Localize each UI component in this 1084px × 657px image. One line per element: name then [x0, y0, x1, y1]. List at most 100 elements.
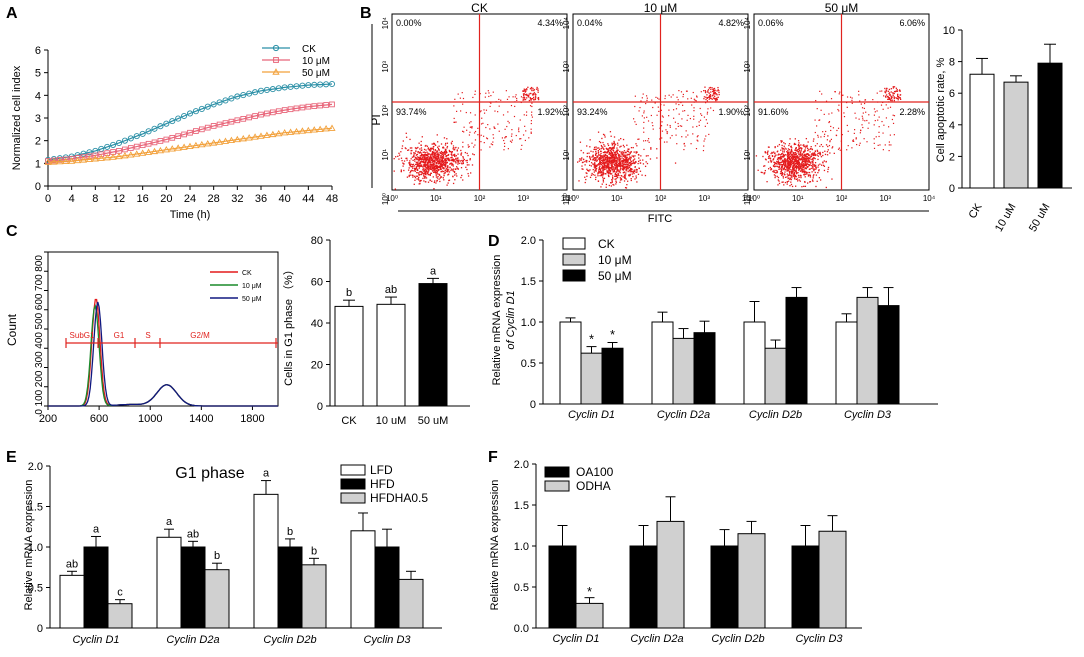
cb-x-tick-label: CK [341, 415, 357, 427]
b-dot [436, 155, 438, 158]
b-dot [784, 165, 786, 168]
b-dot [605, 154, 607, 157]
a-point [204, 124, 211, 131]
b-dot [440, 161, 442, 163]
b-dot [611, 159, 613, 162]
b-dot [445, 162, 448, 164]
b-dot [418, 176, 420, 179]
b-dot [797, 152, 799, 154]
b-dot [493, 126, 495, 128]
b-dot [878, 116, 880, 118]
b-dot [415, 163, 417, 166]
b-dot [462, 159, 465, 162]
e-legend-label: HFD [370, 477, 395, 491]
b-dot [703, 145, 705, 147]
b-dot [611, 173, 613, 175]
b-dot [813, 138, 815, 140]
b-dot [798, 153, 800, 156]
b-dot [704, 138, 706, 140]
b-dot [454, 149, 456, 151]
b-dot [465, 160, 467, 162]
b-dot [471, 127, 473, 129]
b-dot [822, 151, 824, 154]
b-dot [657, 106, 659, 108]
b-dot [406, 176, 409, 178]
b-dot [433, 153, 436, 156]
b-dot [594, 162, 596, 164]
b-dot [523, 90, 525, 92]
b-dot [415, 147, 417, 150]
b-dot [801, 164, 803, 166]
b-dot [443, 165, 446, 167]
b-dot [443, 137, 446, 139]
b-dot [601, 176, 604, 178]
b-dot [443, 167, 445, 170]
b-dot [801, 167, 803, 169]
b-dot [426, 159, 429, 161]
a-point [86, 153, 93, 160]
b-dot [586, 169, 589, 172]
b-dot [436, 180, 438, 182]
b-dot [432, 147, 434, 149]
b-dot [630, 157, 632, 159]
a-point [97, 154, 105, 161]
a-x-tick-label: 40 [279, 193, 291, 205]
b-dot [432, 156, 434, 158]
b-dot [589, 146, 591, 148]
d-sig-star: * [610, 327, 615, 342]
b-y-axis-title: PI [369, 114, 383, 125]
b-dot [597, 131, 600, 133]
b-dot [581, 161, 584, 164]
b-dot [526, 97, 528, 99]
b-dot [608, 160, 610, 163]
b-dot [438, 160, 440, 163]
b-dot [606, 165, 608, 168]
b-dot [519, 119, 521, 121]
b-dot [523, 98, 525, 100]
a-point [310, 126, 318, 133]
b-dot [589, 158, 592, 161]
b-dot [626, 150, 629, 152]
b-dot [430, 158, 432, 161]
b-dot [771, 152, 774, 154]
a-point [168, 145, 176, 152]
b-dot [524, 91, 526, 93]
b-dot [702, 149, 705, 152]
b-dot [589, 157, 591, 160]
b-dot [411, 149, 413, 152]
c-legend-label: 10 μM [242, 283, 262, 290]
b-dot [619, 165, 622, 168]
b-dot [713, 90, 715, 92]
b-dot [796, 180, 799, 182]
b-dot [825, 186, 827, 189]
b-dot [414, 160, 416, 162]
b-dot [782, 181, 784, 183]
b-dot [442, 167, 444, 170]
b-dot [508, 96, 510, 98]
b-dot [608, 166, 610, 169]
b-dot [406, 159, 408, 161]
b-dot [801, 162, 803, 164]
b-dot [781, 153, 783, 155]
b-dot [795, 152, 797, 155]
b-dot [616, 158, 618, 160]
b-dot [450, 169, 452, 172]
b-dot [878, 126, 880, 128]
b-dot [681, 125, 683, 127]
a-point [139, 149, 147, 156]
b-dot [633, 170, 636, 173]
b-dot [413, 152, 415, 154]
b-dot [440, 176, 443, 178]
b-dot [446, 142, 449, 144]
b-dot [413, 158, 416, 161]
b-dot [522, 99, 524, 101]
b-dot [603, 158, 605, 161]
b-dot [450, 142, 453, 144]
b-dot [441, 153, 443, 156]
f-bar [548, 545, 577, 629]
a-point [281, 84, 288, 91]
b-dot [635, 151, 637, 153]
b-dot [504, 136, 507, 138]
a-point [233, 135, 241, 143]
b-dot [609, 152, 611, 155]
